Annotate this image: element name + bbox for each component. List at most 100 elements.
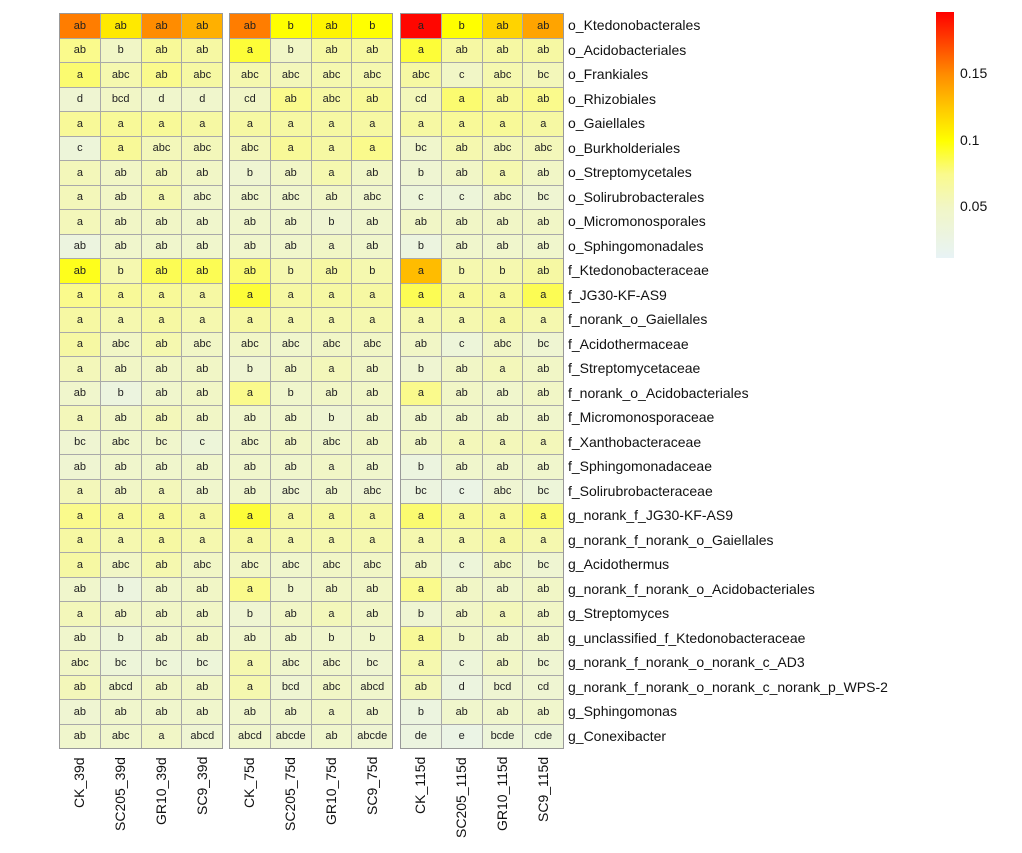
heatmap-cell: abc <box>310 429 353 455</box>
heatmap-cell: a <box>229 503 271 529</box>
heatmap-cell: ab <box>229 209 271 235</box>
heatmap-cell: ab <box>400 674 442 700</box>
heatmap-cell: ab <box>140 552 183 578</box>
heatmap-cell: b <box>481 258 524 284</box>
heatmap-cell: c <box>440 552 483 578</box>
heatmap-cell: ab <box>181 478 224 504</box>
heatmap-cell: b <box>400 233 442 259</box>
heatmap-cell: ab <box>269 625 312 651</box>
heatmap-cell: bc <box>400 478 442 504</box>
heatmap-cell: ab <box>181 160 224 186</box>
heatmap-cell: a <box>99 135 142 161</box>
heatmap-cell: b <box>269 380 312 406</box>
heatmap-cell: c <box>440 184 483 210</box>
heatmap-cell: ab <box>140 625 183 651</box>
heatmap-cell: ab <box>181 625 224 651</box>
heatmap-cell: ab <box>269 233 312 259</box>
heatmap-cell: bc <box>59 429 101 455</box>
row-label: g_norank_f_JG30-KF-AS9 <box>568 507 733 523</box>
heatmap-cell: a <box>481 160 524 186</box>
column-label: CK_39d <box>71 757 88 808</box>
heatmap-cell: a <box>181 282 224 308</box>
heatmap-cell: abc <box>59 650 101 676</box>
heatmap-cell: ab <box>59 13 101 39</box>
heatmap-cell: ab <box>269 86 312 112</box>
column-label: GR10_75d <box>323 757 339 825</box>
heatmap-cell: ab <box>140 160 183 186</box>
heatmap-cell: ab <box>229 258 271 284</box>
heatmap-cell: e <box>440 723 483 749</box>
heatmap-cell: a <box>229 282 271 308</box>
heatmap-cell: bc <box>522 552 565 578</box>
heatmap-cell: ab <box>59 454 101 480</box>
heatmap-cell: ab <box>140 380 183 406</box>
heatmap-cell: bc <box>522 650 565 676</box>
heatmap-cell: abc <box>229 62 271 88</box>
heatmap-cell: ab <box>229 699 271 725</box>
heatmap-cell: abcd <box>181 723 224 749</box>
row-label: o_Gaiellales <box>568 115 646 131</box>
heatmap-cell: ab <box>440 37 483 63</box>
heatmap-cell: bcd <box>99 86 142 112</box>
heatmap-cell: b <box>400 160 442 186</box>
heatmap-cell: c <box>440 650 483 676</box>
heatmap-cell: abc <box>99 552 142 578</box>
heatmap-cell: c <box>59 135 101 161</box>
heatmap-cell: ab <box>481 625 524 651</box>
heatmap-cell: a <box>140 111 183 137</box>
heatmap-cell: ab <box>99 454 142 480</box>
row-label: f_Micromonosporaceae <box>568 409 715 425</box>
heatmap-cell: ab <box>140 233 183 259</box>
heatmap-cell: ab <box>522 37 565 63</box>
heatmap-cell: de <box>400 723 442 749</box>
heatmap-cell: a <box>310 160 353 186</box>
heatmap-cell: a <box>400 380 442 406</box>
heatmap-cell: abc <box>269 552 312 578</box>
heatmap-cell: ab <box>181 13 224 39</box>
heatmap-cell: b <box>400 699 442 725</box>
heatmap-cell: ab <box>59 674 101 700</box>
heatmap-cell: abc <box>99 62 142 88</box>
heatmap-cell: bc <box>181 650 224 676</box>
heatmap-cell: ab <box>440 380 483 406</box>
heatmap-cell: a <box>400 37 442 63</box>
heatmap-cell: ab <box>440 699 483 725</box>
heatmap-cell: abc <box>310 62 353 88</box>
heatmap-cell: abc <box>181 552 224 578</box>
heatmap-cell: bcde <box>481 723 524 749</box>
heatmap-cell: ab <box>181 209 224 235</box>
heatmap-cell: ab <box>440 454 483 480</box>
heatmap-cell: ab <box>269 405 312 431</box>
row-label: f_norank_o_Acidobacteriales <box>568 384 749 401</box>
heatmap-cell: a <box>522 503 565 529</box>
heatmap-cell: a <box>59 111 101 137</box>
row-label: f_Sphingomonadaceae <box>568 458 713 474</box>
heatmap-cell: ab <box>351 601 394 627</box>
heatmap-cell: ab <box>269 356 312 382</box>
row-label: o_Burkholderiales <box>568 139 681 156</box>
row-label: o_Streptomycetales <box>568 164 692 180</box>
heatmap-cell: ab <box>181 699 224 725</box>
heatmap-cell: bc <box>99 650 142 676</box>
row-label: g_Streptomyces <box>568 605 670 621</box>
heatmap-cell: ab <box>181 258 224 284</box>
heatmap-cell: a <box>440 282 483 308</box>
heatmap-cell: ab <box>140 454 183 480</box>
heatmap-cell: a <box>59 307 101 333</box>
heatmap-cell: a <box>181 503 224 529</box>
heatmap-cell: ab <box>140 209 183 235</box>
heatmap-cell: ab <box>400 331 442 357</box>
column-label: CK_115d <box>412 756 429 814</box>
heatmap-cell: a <box>59 503 101 529</box>
heatmap-cell: a <box>400 13 442 39</box>
column-label: SC205_39d <box>112 757 129 831</box>
row-label: o_Solirubrobacterales <box>568 188 705 205</box>
heatmap-cell: a <box>400 625 442 651</box>
heatmap-cell: a <box>351 111 394 137</box>
heatmap-cell: ab <box>481 576 524 602</box>
heatmap-cell: abcde <box>269 723 312 749</box>
column-label: SC9_75d <box>363 756 380 815</box>
heatmap-cell: abc <box>229 135 271 161</box>
heatmap-cell: a <box>481 601 524 627</box>
heatmap-cell: a <box>522 307 565 333</box>
